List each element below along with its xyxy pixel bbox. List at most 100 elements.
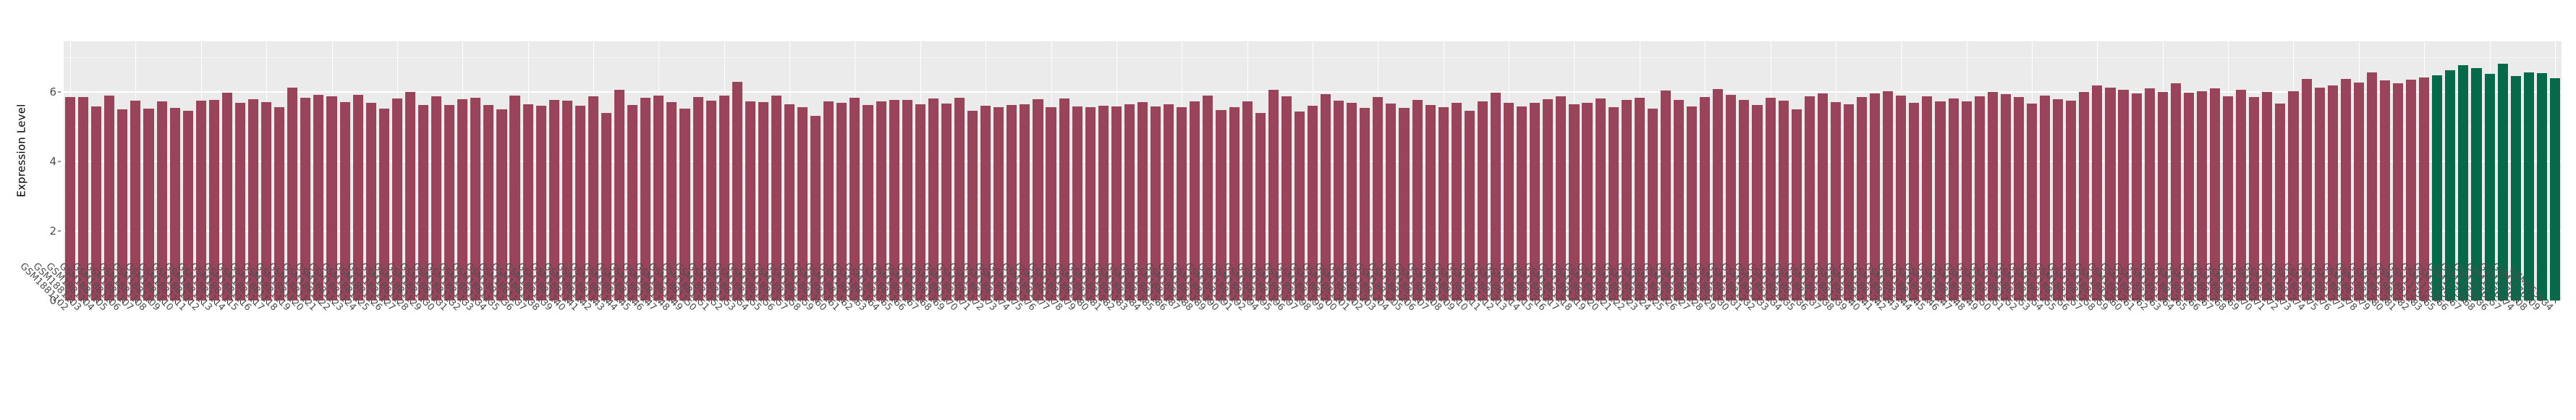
- bar: [248, 98, 259, 301]
- x-axis-tick-mark: [2372, 301, 2373, 303]
- x-axis-tick-mark: [1077, 301, 1078, 303]
- bar: [418, 104, 429, 301]
- x-axis-tick-mark: [2019, 301, 2020, 303]
- bar: [876, 101, 886, 301]
- x-axis-tick-mark: [1875, 301, 1876, 303]
- bar: [509, 96, 520, 301]
- x-axis-tick-mark: [1888, 301, 1889, 303]
- bar: [614, 90, 625, 301]
- x-axis-tick-mark: [1731, 301, 1732, 303]
- bar: [2105, 88, 2116, 301]
- bar: [287, 87, 298, 301]
- bar: [1464, 111, 1475, 301]
- bar: [954, 97, 965, 301]
- x-axis-tick-mark: [332, 301, 333, 303]
- bar: [2366, 72, 2377, 301]
- bar: [1713, 89, 1724, 301]
- bar: [627, 104, 638, 301]
- x-axis-tick-mark: [1914, 301, 1915, 303]
- bar: [522, 104, 533, 301]
- bar: [1229, 107, 1240, 301]
- x-axis-tick-mark: [2463, 301, 2464, 303]
- bar: [1883, 91, 1894, 301]
- x-axis-tick-mark: [2307, 301, 2308, 303]
- y-axis-tick-label: 4: [49, 154, 56, 168]
- x-axis-tick-mark: [488, 301, 489, 303]
- bar: [2301, 79, 2312, 301]
- plot-panel: [64, 41, 2562, 301]
- bar: [1987, 91, 1998, 301]
- y-axis-title: Expression Level: [0, 0, 42, 301]
- x-axis-tick-mark: [776, 301, 777, 303]
- bar: [692, 97, 703, 301]
- bar: [1412, 99, 1423, 301]
- bar: [457, 98, 468, 301]
- x-axis-tick-marks: [64, 301, 2562, 304]
- bar: [2484, 73, 2495, 301]
- bar: [2275, 104, 2286, 301]
- x-axis-tick-mark: [423, 301, 424, 303]
- bar: [1046, 107, 1056, 301]
- bar: [915, 104, 925, 301]
- bar: [1020, 104, 1030, 301]
- x-axis-tick-mark: [384, 301, 385, 303]
- x-axis-tick-mark: [2176, 301, 2177, 303]
- x-axis-tick-mark: [2320, 301, 2321, 303]
- x-axis-tick-mark: [162, 301, 163, 303]
- bar: [993, 106, 1004, 301]
- x-axis-tick-mark: [2424, 301, 2425, 303]
- x-axis-tick-mark: [240, 301, 241, 303]
- bar: [1294, 111, 1305, 301]
- bar: [1307, 105, 1318, 301]
- x-axis-tick-mark: [2241, 301, 2242, 303]
- bar: [2170, 83, 2181, 301]
- x-axis-tick-mark: [1744, 301, 1745, 303]
- x-axis-tick-mark: [724, 301, 725, 303]
- bar: [588, 96, 598, 301]
- bar: [2340, 79, 2351, 301]
- x-axis-tick-mark: [2437, 301, 2438, 303]
- bar: [2432, 75, 2443, 301]
- x-axis-tick-mark: [1103, 301, 1104, 303]
- x-axis-tick-mark: [1705, 301, 1706, 303]
- x-axis-tick-mark: [580, 301, 581, 303]
- bar: [967, 111, 978, 301]
- x-axis-tick-mark: [2137, 301, 2138, 303]
- bar: [1085, 107, 1096, 301]
- bar: [1177, 106, 1187, 301]
- bar: [1791, 109, 1802, 301]
- bar: [2131, 93, 2142, 301]
- y-axis-tick-labels: 0 2 4 6: [42, 41, 61, 307]
- bar: [575, 106, 585, 301]
- bar: [1687, 106, 1698, 301]
- bar: [2497, 64, 2508, 301]
- bar: [1726, 95, 1737, 301]
- bar: [679, 108, 690, 301]
- bar: [274, 107, 285, 301]
- x-axis-tick-mark: [462, 301, 463, 303]
- bar: [1556, 96, 1567, 301]
- bar: [1137, 102, 1148, 301]
- bar: [1490, 92, 1501, 301]
- bar: [2066, 100, 2077, 301]
- bar: [1517, 106, 1528, 301]
- bar: [64, 96, 76, 301]
- bar: [1700, 96, 1711, 301]
- bar: [1608, 107, 1619, 301]
- bar: [1399, 108, 1410, 301]
- bar: [928, 98, 939, 301]
- bar: [117, 109, 128, 301]
- x-axis-tick-mark: [96, 301, 97, 303]
- bar: [2536, 72, 2547, 301]
- bar: [2210, 88, 2221, 301]
- bar: [863, 104, 873, 301]
- x-axis-tick-mark: [1849, 301, 1850, 303]
- bar: [2196, 91, 2208, 301]
- bar: [1739, 100, 1750, 301]
- x-axis-tick-mark: [305, 301, 306, 303]
- bar: [496, 109, 507, 301]
- bar: [470, 97, 481, 301]
- x-axis-tick-mark: [645, 301, 646, 303]
- bar: [902, 100, 912, 301]
